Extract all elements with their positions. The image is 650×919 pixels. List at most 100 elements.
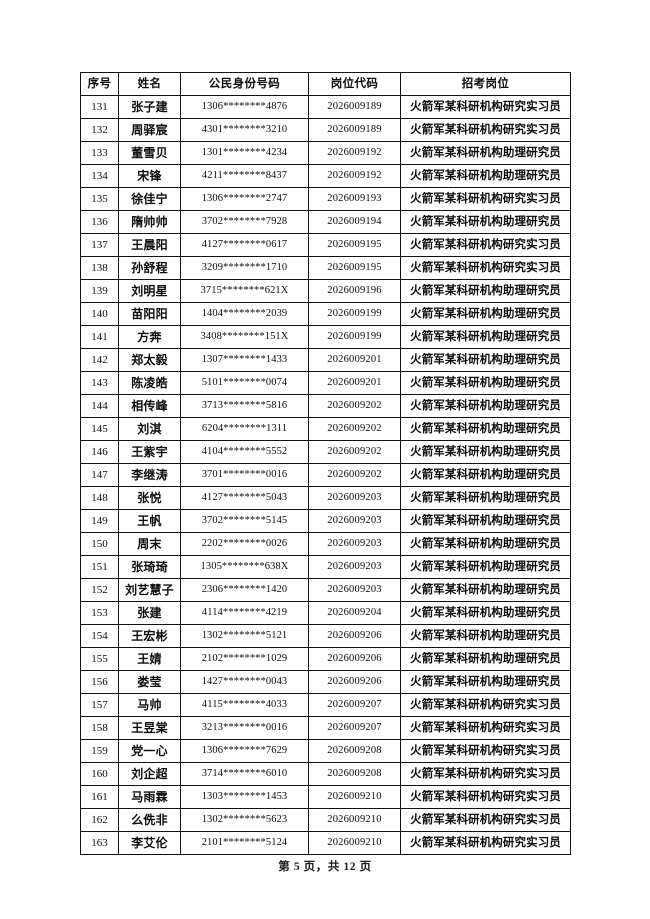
cell-post-code: 2026009195 — [308, 233, 401, 257]
cell-post-code: 2026009202 — [308, 463, 401, 487]
cell-citizen-id: 1427********0043 — [180, 670, 309, 694]
cell-citizen-id: 3714********6010 — [180, 762, 309, 786]
cell-post-code: 2026009203 — [308, 578, 401, 602]
column-header-name: 姓名 — [118, 72, 181, 96]
cell-sequence-number: 161 — [80, 785, 119, 809]
cell-citizen-id: 3213********0016 — [180, 716, 309, 740]
cell-sequence-number: 162 — [80, 808, 119, 832]
cell-applicant-name: 李艾伦 — [118, 831, 181, 855]
cell-applicant-name: 张悦 — [118, 486, 181, 510]
cell-recruit-post: 火箭军某科研机构研究实习员 — [400, 233, 571, 257]
cell-sequence-number: 156 — [80, 670, 119, 694]
cell-sequence-number: 145 — [80, 417, 119, 441]
table-row: 142 郑太毅 1307********1433 2026009201 火箭军某科研机构… — [80, 348, 571, 372]
cell-sequence-number: 149 — [80, 509, 119, 533]
cell-applicant-name: 刘企超 — [118, 762, 181, 786]
table-header-row: 序号 姓名 公民身份号码 岗位代码 招考岗位 — [80, 72, 571, 96]
table-row: 139 刘明星 3715********621X 2026009196 火箭军某科研机构… — [80, 279, 571, 303]
table-row: 158 王昱棠 3213********0016 2026009207 火箭军某科研机构… — [80, 716, 571, 740]
cell-applicant-name: 徐佳宁 — [118, 187, 181, 211]
cell-recruit-post: 火箭军某科研机构助理研究员 — [400, 532, 571, 556]
cell-citizen-id: 4104********5552 — [180, 440, 309, 464]
cell-citizen-id: 1303********1453 — [180, 785, 309, 809]
cell-sequence-number: 133 — [80, 141, 119, 165]
cell-sequence-number: 134 — [80, 164, 119, 188]
cell-sequence-number: 132 — [80, 118, 119, 142]
table-row: 156 娄莹 1427********0043 2026009206 火箭军某科研机构助… — [80, 670, 571, 694]
cell-applicant-name: 陈凌皓 — [118, 371, 181, 395]
cell-sequence-number: 136 — [80, 210, 119, 234]
cell-recruit-post: 火箭军某科研机构助理研究员 — [400, 509, 571, 533]
cell-citizen-id: 4301********3210 — [180, 118, 309, 142]
cell-post-code: 2026009210 — [308, 831, 401, 855]
cell-post-code: 2026009203 — [308, 509, 401, 533]
table-row: 138 孙舒程 3209********1710 2026009195 火箭军某科研机构… — [80, 256, 571, 280]
column-header-seq: 序号 — [80, 72, 119, 96]
table-row: 131 张子建 1306********4876 2026009189 火箭军某科研机构… — [80, 95, 571, 119]
cell-post-code: 2026009206 — [308, 670, 401, 694]
cell-recruit-post: 火箭军某科研机构研究实习员 — [400, 762, 571, 786]
table-row: 147 李继涛 3701********0016 2026009202 火箭军某科研机构… — [80, 463, 571, 487]
cell-sequence-number: 158 — [80, 716, 119, 740]
table-row: 134 宋锋 4211********8437 2026009192 火箭军某科研机构助… — [80, 164, 571, 188]
table-row: 153 张建 4114********4219 2026009204 火箭军某科研机构助… — [80, 601, 571, 625]
cell-citizen-id: 1301********4234 — [180, 141, 309, 165]
cell-citizen-id: 3713********5816 — [180, 394, 309, 418]
cell-sequence-number: 140 — [80, 302, 119, 326]
cell-post-code: 2026009206 — [308, 647, 401, 671]
cell-post-code: 2026009203 — [308, 486, 401, 510]
cell-applicant-name: 娄莹 — [118, 670, 181, 694]
cell-citizen-id: 4127********5043 — [180, 486, 309, 510]
table-row: 146 王紫宇 4104********5552 2026009202 火箭军某科研机构… — [80, 440, 571, 464]
cell-applicant-name: 宋锋 — [118, 164, 181, 188]
cell-citizen-id: 3408********151X — [180, 325, 309, 349]
cell-recruit-post: 火箭军某科研机构研究实习员 — [400, 831, 571, 855]
cell-recruit-post: 火箭军某科研机构助理研究员 — [400, 440, 571, 464]
cell-applicant-name: 王婧 — [118, 647, 181, 671]
cell-citizen-id: 1306********4876 — [180, 95, 309, 119]
cell-citizen-id: 3702********5145 — [180, 509, 309, 533]
cell-recruit-post: 火箭军某科研机构助理研究员 — [400, 302, 571, 326]
cell-applicant-name: 党一心 — [118, 739, 181, 763]
cell-sequence-number: 142 — [80, 348, 119, 372]
table-row: 144 相传峰 3713********5816 2026009202 火箭军某科研机构… — [80, 394, 571, 418]
cell-applicant-name: 么侁非 — [118, 808, 181, 832]
table-header: 序号 姓名 公民身份号码 岗位代码 招考岗位 — [80, 72, 571, 96]
cell-post-code: 2026009201 — [308, 348, 401, 372]
table-row: 152 刘艺慧子 2306********1420 2026009203 火箭军某科研机… — [80, 578, 571, 602]
cell-sequence-number: 143 — [80, 371, 119, 395]
cell-recruit-post: 火箭军某科研机构研究实习员 — [400, 118, 571, 142]
cell-applicant-name: 郑太毅 — [118, 348, 181, 372]
cell-applicant-name: 王晨阳 — [118, 233, 181, 257]
cell-citizen-id: 5101********0074 — [180, 371, 309, 395]
column-header-post: 招考岗位 — [400, 72, 571, 96]
table-body: 131 张子建 1306********4876 2026009189 火箭军某科研机构… — [80, 95, 571, 855]
cell-post-code: 2026009203 — [308, 555, 401, 579]
cell-recruit-post: 火箭军某科研机构研究实习员 — [400, 716, 571, 740]
cell-recruit-post: 火箭军某科研机构研究实习员 — [400, 95, 571, 119]
cell-sequence-number: 155 — [80, 647, 119, 671]
cell-citizen-id: 3702********7928 — [180, 210, 309, 234]
cell-citizen-id: 3715********621X — [180, 279, 309, 303]
table-row: 143 陈凌皓 5101********0074 2026009201 火箭军某科研机构… — [80, 371, 571, 395]
cell-post-code: 2026009202 — [308, 440, 401, 464]
cell-sequence-number: 153 — [80, 601, 119, 625]
cell-recruit-post: 火箭军某科研机构助理研究员 — [400, 555, 571, 579]
cell-applicant-name: 马雨霖 — [118, 785, 181, 809]
cell-sequence-number: 135 — [80, 187, 119, 211]
cell-post-code: 2026009195 — [308, 256, 401, 280]
cell-citizen-id: 3701********0016 — [180, 463, 309, 487]
cell-recruit-post: 火箭军某科研机构助理研究员 — [400, 348, 571, 372]
cell-applicant-name: 董雪贝 — [118, 141, 181, 165]
applicant-roster-table: 序号 姓名 公民身份号码 岗位代码 招考岗位 131 张子建 1306*******… — [80, 72, 571, 855]
cell-applicant-name: 张琦琦 — [118, 555, 181, 579]
cell-sequence-number: 151 — [80, 555, 119, 579]
cell-citizen-id: 2202********0026 — [180, 532, 309, 556]
cell-post-code: 2026009201 — [308, 371, 401, 395]
cell-recruit-post: 火箭军某科研机构助理研究员 — [400, 394, 571, 418]
cell-recruit-post: 火箭军某科研机构研究实习员 — [400, 739, 571, 763]
cell-citizen-id: 1307********1433 — [180, 348, 309, 372]
cell-sequence-number: 163 — [80, 831, 119, 855]
cell-recruit-post: 火箭军某科研机构研究实习员 — [400, 785, 571, 809]
